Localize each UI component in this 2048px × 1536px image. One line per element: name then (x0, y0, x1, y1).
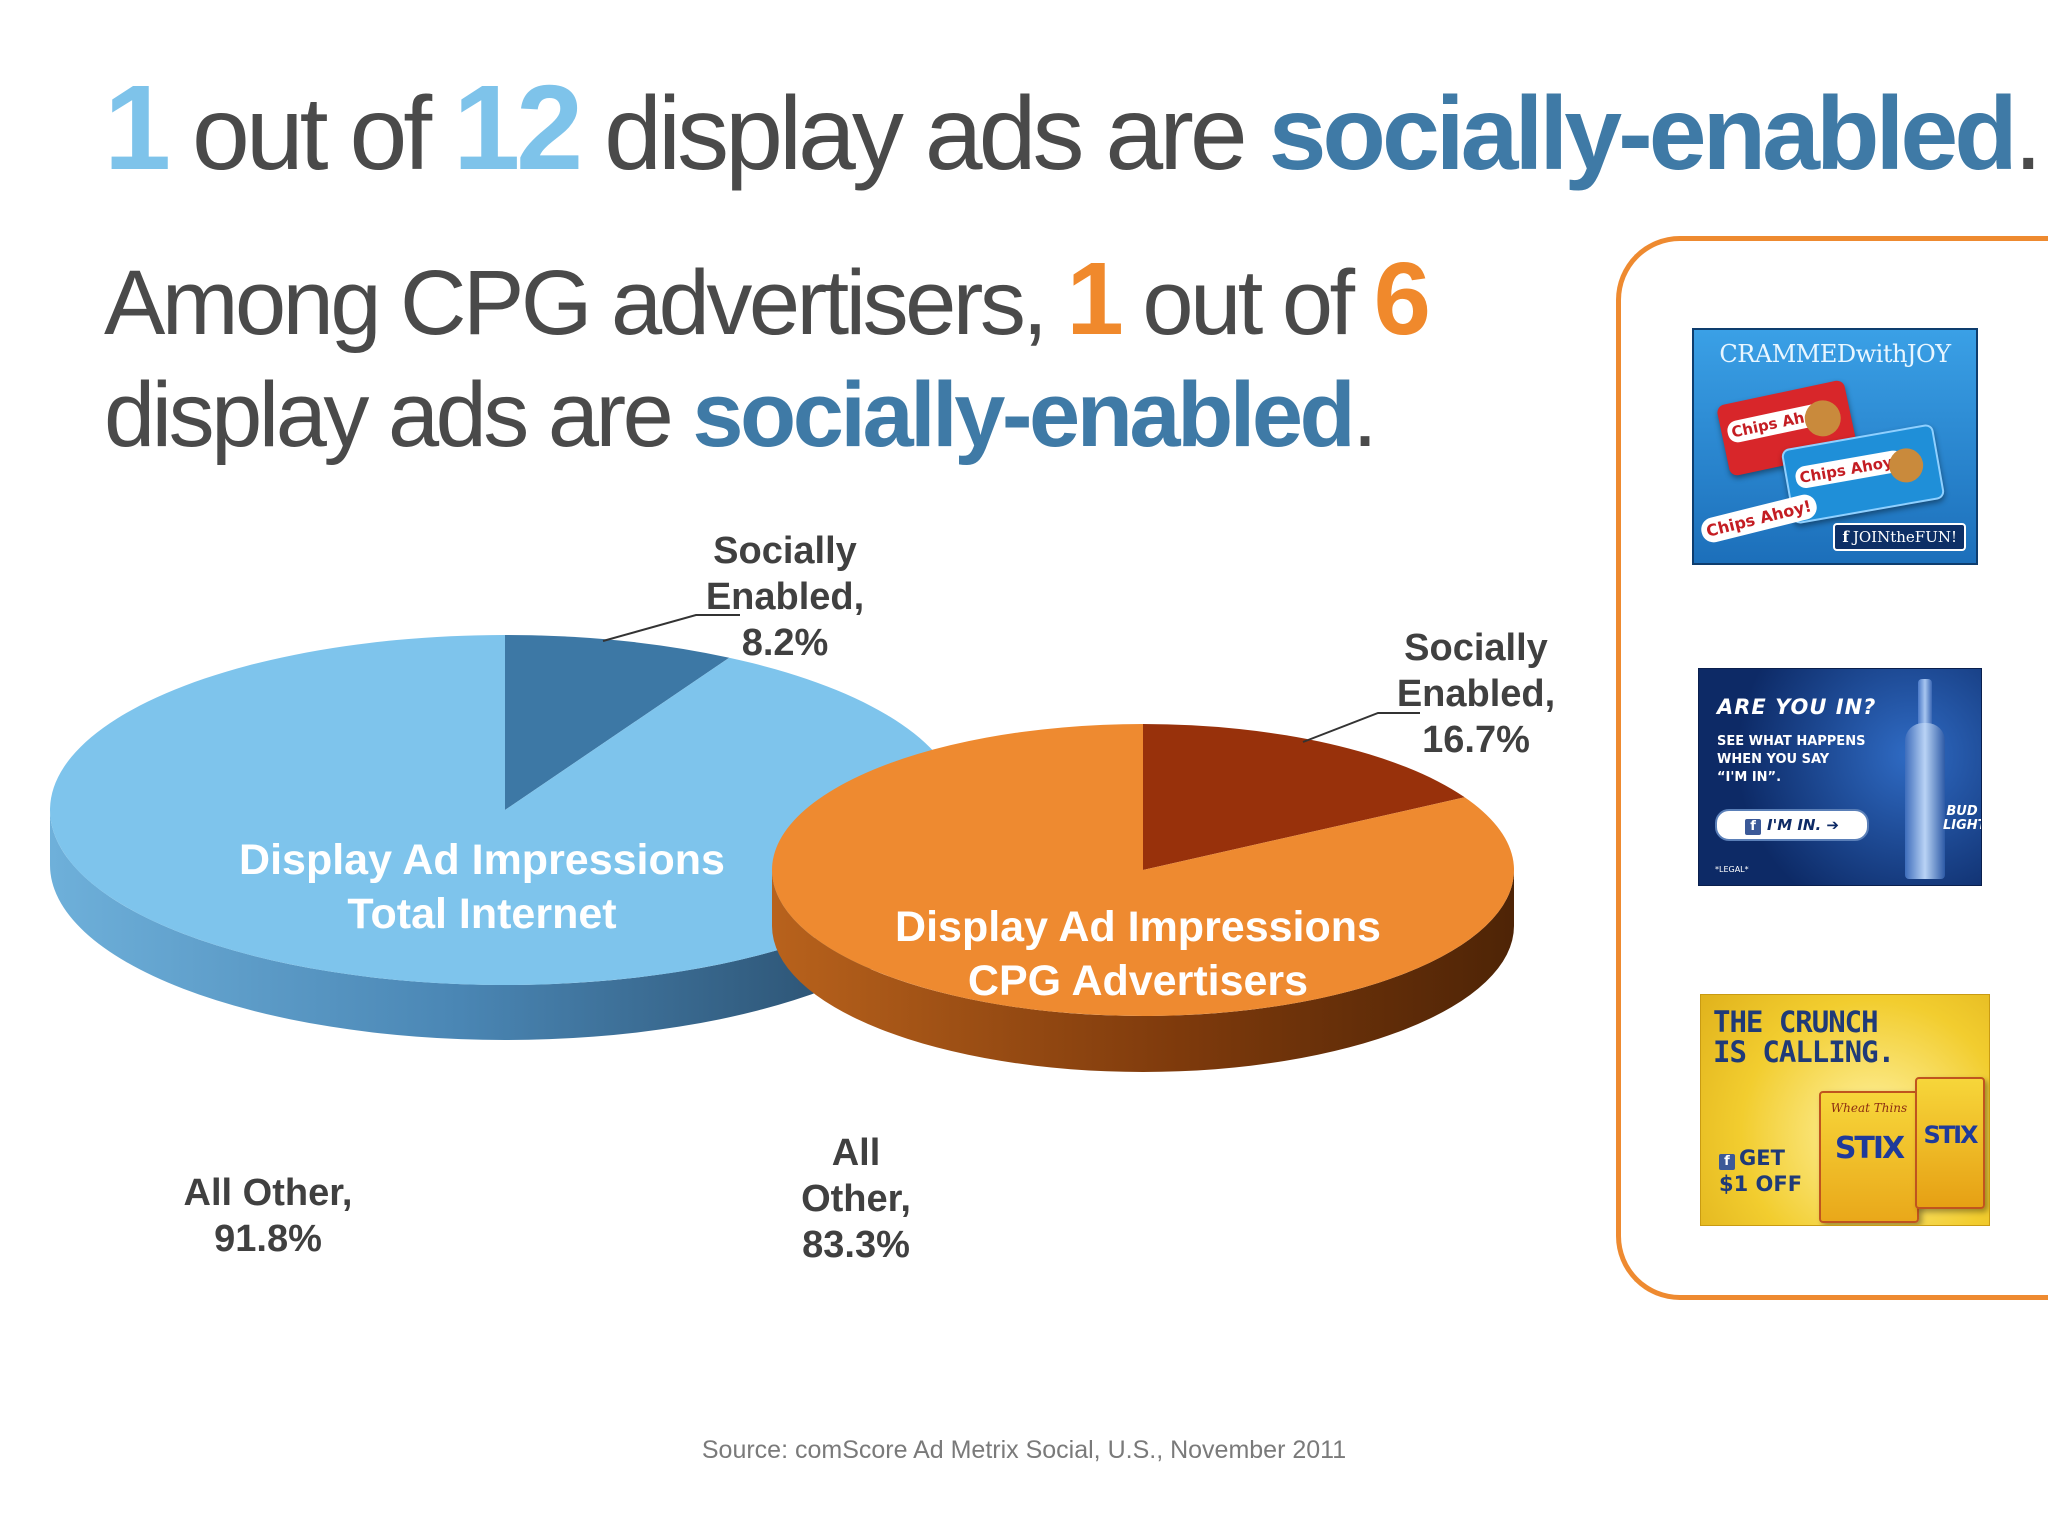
leader-line-pie2 (1302, 712, 1420, 743)
label-line: Socially (1404, 627, 1548, 669)
ad-body-line: WHEN YOU SAY (1717, 752, 1830, 767)
ad-headline: CRAMMEDwithJOY (1719, 340, 1951, 368)
headline-text: display ads are (104, 364, 693, 466)
ad-logo: Chips Ahoy! (1698, 492, 1819, 545)
label-line: All (831, 1132, 881, 1174)
label-line: Socially (713, 530, 857, 572)
pie-slice-socially-enabled (1143, 724, 1465, 870)
pie2-title: Display Ad Impressions CPG Advertisers (895, 900, 1381, 1008)
arrow-right-icon: ➔ (1821, 816, 1839, 834)
ad-cta-button[interactable]: f I'M IN. ➔ (1715, 809, 1869, 841)
facebook-icon: f (1745, 819, 1762, 835)
ad-chips-ahoy: CRAMMEDwithJOY Chips Ahoy! Chips Ahoy! C… (1692, 328, 1978, 565)
ad-cta-button[interactable]: f GET $1 OFF (1719, 1145, 1802, 1197)
headline-number-1: 1 (104, 60, 171, 195)
product-box-back: STIX (1915, 1077, 1985, 1209)
pie2-slice-label-other: All Other, 83.3% (801, 1130, 911, 1268)
pie2-slice-label-socially: Socially Enabled, 16.7% (1397, 625, 1555, 763)
ad-headline-line: IS CALLING. (1713, 1035, 1895, 1069)
facebook-icon: f (1842, 528, 1849, 546)
pie1-slice-label-other: All Other, 91.8% (184, 1170, 353, 1262)
ad-cta-label: JOINtheFUN! (1852, 528, 1957, 546)
ad-brand-text: Wheat Thins (1830, 1101, 1908, 1115)
ad-wheat-thins: THE CRUNCH IS CALLING. f GET $1 OFF Wheat… (1700, 994, 1990, 1226)
ad-legal-text: *LEGAL* (1715, 865, 1749, 874)
ad-cta-label: GET (1739, 1146, 1785, 1170)
ad-brand-text: BUD LIGHT (1943, 804, 1981, 833)
pie-total-internet (49, 635, 960, 1040)
headline-highlight: socially-enabled (1268, 76, 2018, 192)
pie-side-wall (772, 870, 1514, 1072)
ad-headline: THE CRUNCH IS CALLING. (1713, 1005, 1895, 1069)
source-note: Source: comScore Ad Metrix Social, U.S.,… (701, 1436, 1347, 1464)
headline-number-12: 12 (453, 60, 583, 195)
headline-period: . (1352, 364, 1378, 466)
label-value: 8.2% (741, 622, 829, 664)
headline-primary: 1 out of 12 display ads are socially-ena… (104, 60, 2043, 195)
pie2-title-line: CPG Advertisers (967, 957, 1309, 1005)
ad-examples-panel (1616, 236, 2048, 1300)
headline-period: . (2013, 76, 2043, 192)
ad-product-text: STIX (1834, 1131, 1905, 1166)
label-value: 91.8% (214, 1218, 322, 1260)
label-value: 83.3% (802, 1224, 910, 1266)
ad-cta-label: I'M IN. (1767, 816, 1822, 834)
headline-text: display ads are (579, 76, 1269, 192)
beer-bottle-image (1905, 679, 1945, 879)
pie-cpg-advertisers (772, 724, 1515, 1072)
headline-text: Among CPG advertisers, (104, 252, 1067, 354)
label-leader-lines (602, 614, 1420, 743)
label-line: Other, (801, 1178, 911, 1220)
pie-side-wall (50, 810, 960, 1040)
pie-charts (49, 614, 1515, 1072)
pie1-title-line: Total Internet (347, 890, 617, 938)
headline-highlight: socially-enabled (692, 364, 1355, 466)
label-line: All Other, (183, 1172, 353, 1214)
pie1-slice-label-socially: Socially Enabled, 8.2% (706, 528, 864, 666)
ad-brand-text: Chips Ahoy! (1793, 448, 1905, 490)
ad-bud-light: ARE YOU IN? SEE WHAT HAPPENS WHEN YOU SA… (1698, 668, 1982, 886)
leader-line-pie1 (602, 614, 740, 642)
facebook-icon: f (1719, 1154, 1735, 1170)
ad-product-text: STIX (1923, 1121, 1978, 1149)
ad-headline: ARE YOU IN? (1717, 695, 1877, 719)
cookie-icon (1801, 397, 1845, 440)
pie1-title: Display Ad Impressions Total Internet (239, 833, 725, 941)
pie-slice-socially-enabled (505, 635, 730, 810)
headline-number-1: 1 (1066, 241, 1124, 356)
headline-number-6: 6 (1373, 241, 1431, 356)
pie-slice-all-other (49, 635, 960, 985)
ad-cta-label: $1 OFF (1719, 1172, 1803, 1196)
ad-cta-button[interactable]: f JOINtheFUN! (1833, 523, 1966, 551)
headline-text: out of (1120, 252, 1374, 354)
label-line: Enabled, (705, 576, 865, 618)
pie1-title-line: Display Ad Impressions (239, 836, 725, 884)
ad-body-line: “I'M IN”. (1717, 770, 1782, 785)
ad-headline-line: THE CRUNCH (1713, 1005, 1879, 1039)
headline-secondary: Among CPG advertisers, 1 out of 6 display… (104, 241, 1431, 471)
headline-text: out of (167, 76, 454, 192)
label-value: 16.7% (1422, 719, 1530, 761)
pie2-title-line: Display Ad Impressions (895, 903, 1381, 951)
pie-slice-all-other (772, 724, 1515, 1017)
ad-body-line: SEE WHAT HAPPENS (1717, 734, 1866, 749)
label-line: Enabled, (1396, 673, 1556, 715)
ad-body: SEE WHAT HAPPENS WHEN YOU SAY “I'M IN”. (1717, 733, 1865, 787)
product-box-front: Wheat Thins STIX (1819, 1091, 1919, 1223)
